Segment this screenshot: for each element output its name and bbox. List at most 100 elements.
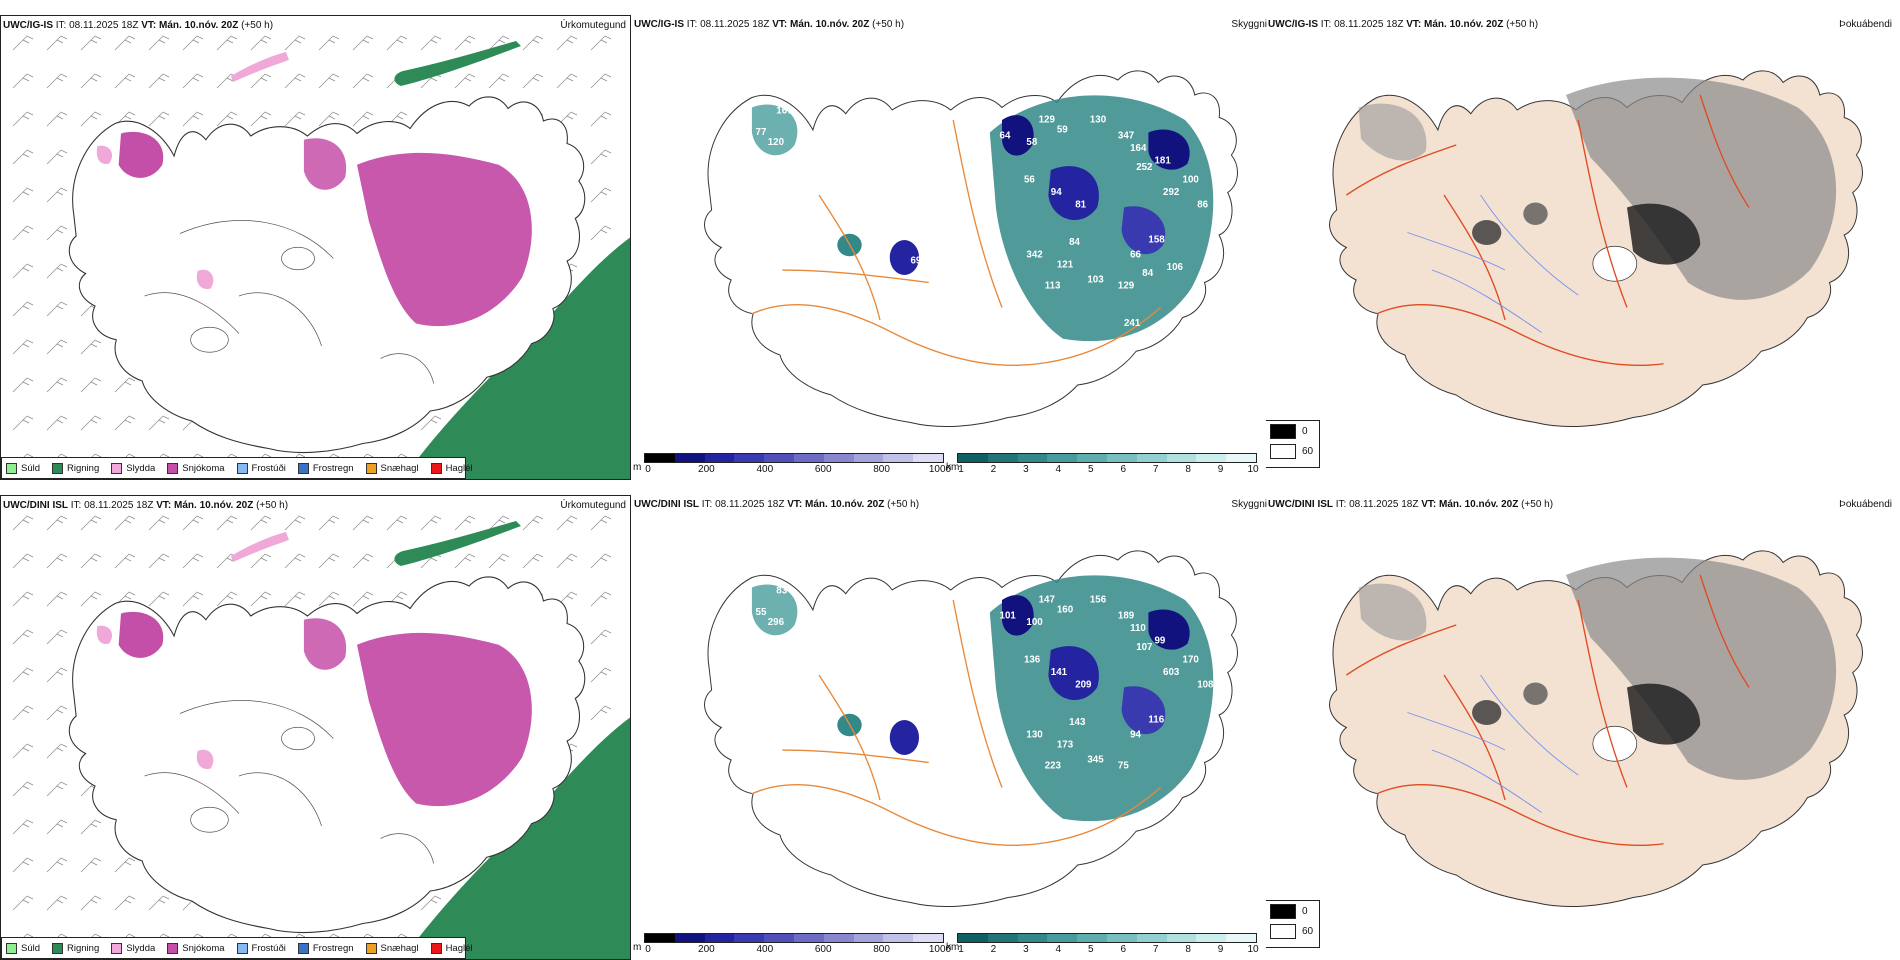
colorbar-step xyxy=(1017,934,1048,942)
fog-legend-swatch xyxy=(1270,423,1296,439)
ceiling-peak-label: 66 xyxy=(804,102,815,113)
colorbar-unit: m xyxy=(633,942,642,953)
legend-label: Snæhagl xyxy=(380,942,419,954)
colorbar-step xyxy=(823,934,854,942)
panel-header: UWC/IG-IS IT: 08.11.2025 18Z VT: Mán. 10… xyxy=(634,19,904,30)
ceiling-peak-label: 158 xyxy=(1148,234,1165,245)
fog-map xyxy=(1329,70,1863,428)
legend-swatch xyxy=(6,942,17,954)
colorbar-bar xyxy=(957,453,1257,463)
colorbar-step xyxy=(645,934,675,942)
colorbar-tick: 1 xyxy=(958,464,964,475)
valid-time: Mán. 10.nóv. 20Z xyxy=(1439,499,1519,510)
legend-swatch xyxy=(111,942,123,954)
colorbar-step xyxy=(1136,454,1167,462)
fog-legend-item: 0 xyxy=(1266,421,1319,441)
fog-indicator-panel: UWC/DINI ISL IT: 08.11.2025 18Z VT: Mán.… xyxy=(1266,495,1900,960)
colorbar-step xyxy=(987,934,1018,942)
init-time: 08.11.2025 18Z xyxy=(1349,499,1419,510)
init-time: 08.11.2025 18Z xyxy=(715,499,785,510)
visibility-colorbar: km 1 2 3 4 5 6 7 8 9 10 xyxy=(946,453,1259,475)
ceiling-peak-label: 77 xyxy=(756,127,767,138)
colorbar-step xyxy=(958,454,988,462)
ceiling-peak-label: 100 xyxy=(1183,174,1200,185)
fog-legend-label: 60 xyxy=(1302,925,1314,937)
visibility-colorbar: km 1 2 3 4 5 6 7 8 9 10 xyxy=(946,933,1259,955)
lead-time: (+50 h) xyxy=(1521,499,1554,510)
colorbar-step xyxy=(734,934,765,942)
legend-label: Slydda xyxy=(126,462,156,474)
vt-label: VT: xyxy=(787,499,803,510)
precip-legend-item: Rigning xyxy=(52,942,100,954)
ceiling-peak-label: 84 xyxy=(1069,237,1080,248)
colorbar-step xyxy=(987,454,1018,462)
legend-label: Haglél xyxy=(445,462,473,474)
ceiling-peak-label: 136 xyxy=(1024,654,1041,665)
legend-swatch xyxy=(167,462,179,474)
model-name: UWC/IG-IS xyxy=(1268,19,1318,30)
it-label: IT: xyxy=(1335,499,1347,510)
init-time: 08.11.2025 18Z xyxy=(700,19,770,30)
colorbar-tick: 1000 xyxy=(928,464,952,475)
colorbar-tick: 6 xyxy=(1120,464,1126,475)
ceiling-peak-label: 429 xyxy=(789,159,806,170)
colorbar-tick: 5 xyxy=(1087,464,1094,475)
ceiling-peak-label: 603 xyxy=(1163,667,1180,678)
legend-label: Snæhagl xyxy=(380,462,419,474)
ceiling-peak-label: 129 xyxy=(1118,281,1135,292)
lead-time: (+50 h) xyxy=(241,20,274,31)
lead-time: (+50 h) xyxy=(887,499,920,510)
colorbar-tick: 600 xyxy=(814,464,832,475)
legend-label: Rigning xyxy=(67,462,100,474)
ceiling-peak-label: 107 xyxy=(1136,642,1153,653)
fog-map xyxy=(1329,550,1863,908)
precip-legend-item: Súld xyxy=(6,462,40,474)
colorbar-unit: km xyxy=(946,942,960,953)
ceiling-peak-label: 75 xyxy=(1118,761,1129,772)
colorbar-tick: 800 xyxy=(873,464,890,475)
model-name: UWC/DINI ISL xyxy=(3,500,68,511)
panel-title: Úrkomutegund xyxy=(560,500,626,511)
colorbar-step xyxy=(1226,454,1256,462)
colorbar-step xyxy=(764,454,794,462)
precip-type-panel: Súld Rigning Slydda Snjókoma Frostúði Frostre… xyxy=(0,15,631,480)
ceiling-peak-label: 241 xyxy=(1124,318,1141,329)
colorbar-tick: 9 xyxy=(1217,464,1224,475)
legend-label: Frostregn xyxy=(312,942,354,954)
ceiling-peak-label: 94 xyxy=(1130,729,1141,740)
model-name: UWC/DINI ISL xyxy=(634,499,699,510)
colorbar-ticks: 1 2 3 4 5 6 7 8 9 10 xyxy=(957,943,1258,955)
fog-legend-label: 0 xyxy=(1302,425,1308,437)
ceiling-peak-label: 147 xyxy=(1039,594,1056,605)
colorbar-step xyxy=(1047,454,1078,462)
ceiling-peak-label: 141 xyxy=(1051,667,1068,678)
ceiling-peak-label: 83 xyxy=(776,586,787,597)
legend-label: Snjókoma xyxy=(182,462,225,474)
colorbar-step xyxy=(1196,934,1227,942)
ceiling-peak-label: 89 xyxy=(804,582,815,593)
ceiling-peak-label: 173 xyxy=(1057,739,1074,750)
precip-legend-item: Frostúði xyxy=(236,462,286,474)
ceiling-peak-label: 156 xyxy=(1090,594,1107,605)
ceiling-peak-label: 181 xyxy=(1155,156,1172,167)
colorbar-step xyxy=(1166,934,1197,942)
legend-label: Rigning xyxy=(67,942,100,954)
panel-title: Skyggni xyxy=(1231,499,1267,510)
legend-swatch xyxy=(365,462,377,474)
ceiling-peak-label: 108 xyxy=(1197,679,1214,690)
ceiling-colorbar: m 0 200 400 600 800 1000 xyxy=(633,453,951,475)
precip-legend-item: Frostregn xyxy=(297,942,354,954)
fog-legend-item: 60 xyxy=(1266,921,1319,941)
colorbar-unit: m xyxy=(633,462,642,473)
ceiling-peak-label: 64 xyxy=(1000,131,1011,142)
precip-map xyxy=(12,35,630,479)
colorbar-tick: 8 xyxy=(1185,464,1191,475)
ceiling-peak-label: 101 xyxy=(1000,611,1017,622)
init-time: 08.11.2025 18Z xyxy=(84,500,154,511)
fog-legend-swatch xyxy=(1270,903,1296,919)
vt-label: VT: xyxy=(1406,19,1422,30)
legend-label: Súld xyxy=(21,942,41,954)
precip-legend-item: Slydda xyxy=(111,462,156,474)
ceiling-peak-label: 56 xyxy=(1024,174,1035,185)
colorbar-step xyxy=(1047,934,1078,942)
